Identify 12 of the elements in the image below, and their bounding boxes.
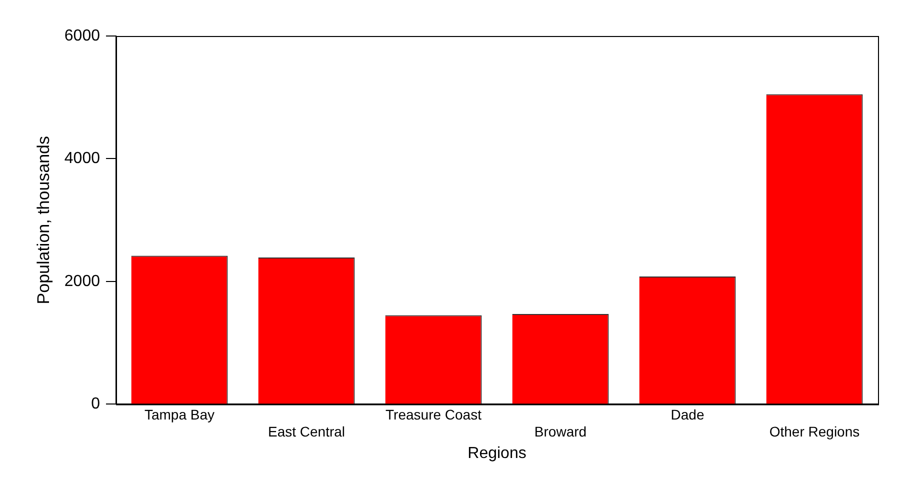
x-tick-label: Treasure Coast (386, 406, 482, 422)
x-tick-label: Tampa Bay (144, 406, 215, 422)
y-axis-title: Population, thousands (34, 136, 53, 304)
y-tick-label: 4000 (64, 150, 100, 168)
x-tick-label: Dade (670, 406, 704, 422)
y-tick-label: 2000 (64, 272, 100, 290)
x-tick-label: Broward (534, 423, 587, 440)
y-tick-label: 6000 (64, 27, 100, 44)
x-axis-title: Regions (468, 444, 526, 462)
x-tick-label: Other Regions (769, 423, 860, 440)
y-tick-label: 0 (91, 396, 100, 413)
x-tick-label: East Central (268, 423, 346, 440)
